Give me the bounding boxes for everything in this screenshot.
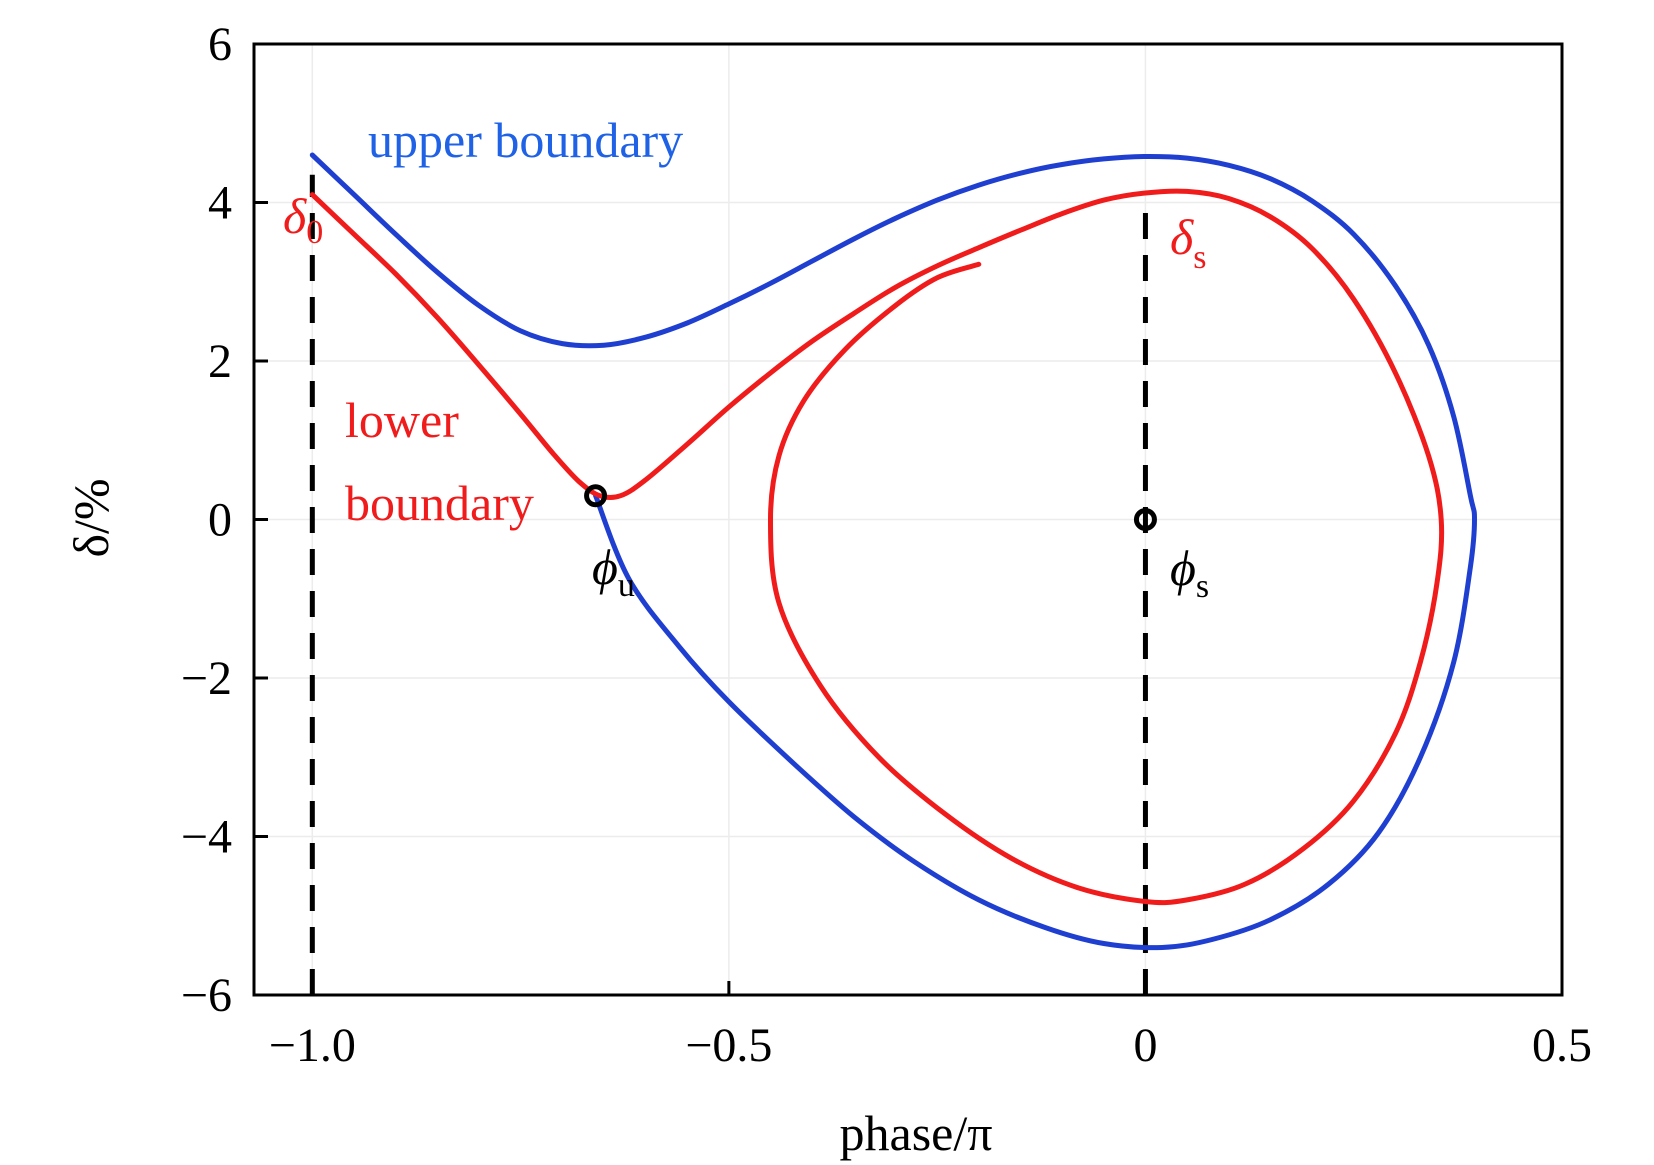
guide-lines [309, 174, 1148, 995]
phis-sub: s [1196, 568, 1209, 605]
upper-boundary-curve [309, 152, 1477, 951]
deltas-main: δ [1170, 209, 1194, 265]
x-tick-label: 0 [1133, 1019, 1157, 1072]
y-tick-label: 4 [208, 177, 232, 230]
deltas-label: δs [1170, 209, 1206, 276]
lower-boundary-label-line2: boundary [345, 475, 534, 531]
lower-boundary-curve [309, 188, 1445, 906]
phis-main: ϕ [1170, 540, 1196, 596]
x-tick-label: 0.5 [1532, 1019, 1592, 1072]
phiu-main: ϕ [592, 539, 618, 595]
y-tick-label: 6 [208, 18, 232, 71]
y-tick-label: −2 [181, 652, 232, 705]
phi_u-marker [584, 484, 608, 508]
phiu-label: ϕu [592, 539, 635, 604]
marker-group [584, 484, 1157, 531]
x-tick-label: −0.5 [685, 1019, 772, 1072]
x-tick-label: −1.0 [269, 1019, 356, 1072]
x-axis-title: phase/π [840, 1105, 993, 1161]
y-tick-label: −6 [181, 969, 232, 1022]
tick-labels: −1.0 −0.5 0 0.5 −6 −4 −2 0 2 4 6 [181, 18, 1592, 1072]
delta0-sub: 0 [306, 214, 323, 251]
y-tick-label: −4 [181, 811, 232, 864]
y-tick-label: 0 [208, 494, 232, 547]
y-axis-title: δ/% [63, 478, 119, 557]
series-group [309, 152, 1477, 951]
lower-boundary-label-line1: lower [345, 392, 459, 448]
phiu-sub: u [618, 567, 635, 604]
delta0-main: δ [283, 188, 307, 244]
upper-boundary-label: upper boundary [368, 112, 683, 168]
phis-label: ϕs [1170, 540, 1209, 605]
axis-ticks [254, 42, 1564, 997]
deltas-sub: s [1193, 239, 1206, 276]
y-tick-label: 2 [208, 335, 232, 388]
phi_s-marker [1133, 508, 1157, 531]
delta0-label: δ0 [283, 188, 323, 251]
